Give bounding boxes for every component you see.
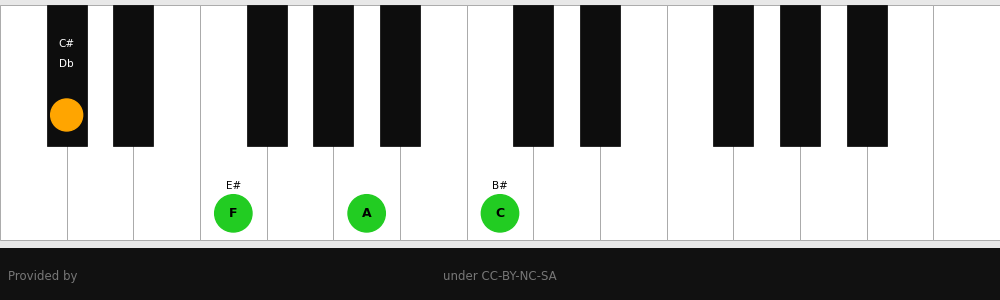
Bar (580, 5, 620, 146)
Text: B#: B# (492, 181, 508, 191)
Bar (467, 5, 533, 240)
Text: E#: E# (226, 181, 241, 191)
Bar (600, 5, 667, 240)
Circle shape (348, 195, 385, 232)
Circle shape (215, 195, 252, 232)
Bar (0, 5, 67, 240)
Bar (133, 5, 200, 240)
Bar (333, 5, 400, 240)
Bar (267, 5, 333, 240)
Bar (800, 5, 867, 240)
Bar (313, 5, 353, 146)
Text: C: C (495, 207, 505, 220)
Bar (933, 5, 1000, 240)
Text: Provided by: Provided by (8, 270, 78, 283)
Bar (247, 5, 287, 146)
Bar (67, 5, 133, 240)
Text: Db: Db (59, 59, 74, 69)
Circle shape (481, 195, 519, 232)
Text: A: A (362, 207, 371, 220)
Bar (380, 5, 420, 146)
Bar (533, 5, 600, 240)
Text: under CC-BY-NC-SA: under CC-BY-NC-SA (443, 270, 557, 283)
Bar (400, 5, 467, 240)
Bar (0, 248, 1000, 300)
Bar (47, 5, 87, 146)
Text: F: F (229, 207, 238, 220)
Bar (867, 5, 933, 240)
Bar (847, 5, 887, 146)
Text: C#: C# (59, 40, 75, 50)
Bar (733, 5, 800, 240)
Bar (667, 5, 733, 240)
Bar (780, 5, 820, 146)
Bar (513, 5, 553, 146)
Circle shape (51, 99, 83, 131)
Bar (0, 0, 1000, 5)
Bar (113, 5, 153, 146)
Bar (713, 5, 753, 146)
Bar (200, 5, 267, 240)
